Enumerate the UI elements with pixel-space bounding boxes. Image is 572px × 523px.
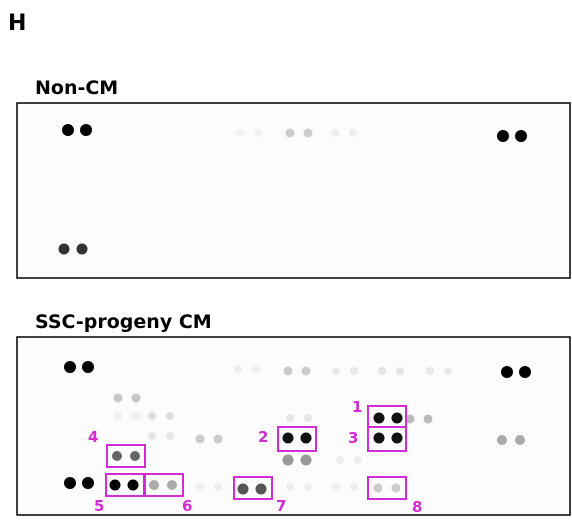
spot [112, 451, 122, 461]
spot [64, 361, 76, 373]
spot [82, 361, 94, 373]
spot [286, 483, 294, 491]
spot [304, 129, 313, 138]
panel-label: H [8, 11, 26, 36]
figure-panel: H Non-CM SSC-progeny CM 1 2 3 4 5 6 7 8 [0, 0, 572, 523]
page: H Non-CM SSC-progeny CM 12345678 (() => … [0, 0, 572, 523]
spot [130, 451, 140, 461]
spot [82, 477, 94, 489]
callout-label: 3 [348, 429, 358, 447]
spot [301, 455, 312, 466]
spot [426, 367, 434, 375]
spot [62, 124, 74, 136]
spot [286, 129, 295, 138]
spot [148, 432, 156, 440]
blot-title: SSC-progeny CM [35, 311, 212, 333]
spot [392, 413, 403, 424]
spot [354, 456, 362, 464]
spot [304, 414, 312, 422]
spot [77, 244, 88, 255]
spot [236, 129, 244, 137]
spot [196, 483, 204, 491]
spot [283, 455, 294, 466]
spot [336, 456, 344, 464]
spot [64, 477, 76, 489]
spot [167, 480, 177, 490]
callout-label: 1 [352, 398, 362, 416]
spot [349, 129, 357, 137]
spot [515, 130, 527, 142]
spot [497, 130, 509, 142]
spot [252, 365, 260, 373]
callout-label: 5 [94, 497, 104, 515]
spot [392, 433, 403, 444]
callout-label: 6 [182, 497, 192, 515]
spot [304, 483, 312, 491]
spot [332, 483, 340, 491]
spot [59, 244, 70, 255]
spot [424, 415, 433, 424]
spot [132, 412, 140, 420]
spot [254, 129, 262, 137]
spot [283, 433, 294, 444]
spot [501, 366, 513, 378]
callout-label: 2 [258, 428, 268, 446]
spot [238, 484, 249, 495]
spot [519, 366, 531, 378]
blot-title: Non-CM [35, 77, 118, 99]
spot [378, 367, 386, 375]
spot [256, 484, 267, 495]
spot [234, 365, 242, 373]
spot [302, 367, 311, 376]
spot [350, 367, 358, 375]
spot [166, 412, 174, 420]
callout-label: 4 [88, 428, 98, 446]
spot [515, 435, 525, 445]
callout-label: 8 [412, 498, 422, 516]
spot [392, 484, 401, 493]
callout-label: 7 [276, 497, 286, 515]
spot [301, 433, 312, 444]
spot [128, 480, 139, 491]
spot [286, 414, 294, 422]
spot [149, 480, 159, 490]
spot [114, 394, 123, 403]
spot [374, 413, 385, 424]
spot [80, 124, 92, 136]
spot [374, 484, 383, 493]
spot [396, 367, 404, 375]
spot [331, 129, 339, 137]
blot-frame [17, 103, 570, 278]
spot [214, 483, 222, 491]
spot [166, 432, 174, 440]
spot [350, 483, 358, 491]
spot [148, 412, 156, 420]
spot [114, 412, 122, 420]
spot [214, 435, 223, 444]
spot [284, 367, 293, 376]
spot [196, 435, 205, 444]
spot [497, 435, 507, 445]
spot [110, 480, 121, 491]
spot [332, 367, 340, 375]
spot [374, 433, 385, 444]
spot [132, 394, 141, 403]
spot [444, 367, 452, 375]
